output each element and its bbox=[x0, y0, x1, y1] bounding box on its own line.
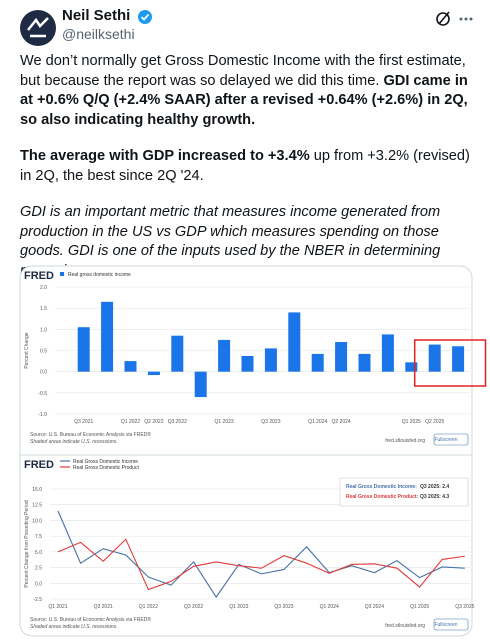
series-line bbox=[57, 538, 465, 591]
legend-swatch bbox=[60, 272, 64, 276]
x-tick-label: Q2 2024 bbox=[332, 419, 351, 425]
author-handle[interactable]: @neilksethi bbox=[62, 26, 135, 42]
bar bbox=[101, 301, 114, 372]
x-tick-label: Q3 2021 bbox=[74, 419, 93, 425]
bar bbox=[264, 348, 277, 372]
x-tick-label: Q2 2025 bbox=[425, 419, 444, 425]
y-tick-label: 1.0 bbox=[40, 327, 47, 333]
bar bbox=[218, 339, 231, 372]
y-tick-label: 10.0 bbox=[32, 518, 42, 524]
readout-value: Q3 2025: 2.4 bbox=[420, 484, 449, 490]
x-tick-label: Q3 2021 bbox=[94, 604, 113, 610]
logo: FRED bbox=[24, 459, 54, 471]
x-tick-label: Q3 2022 bbox=[168, 419, 187, 425]
source: Source: U.S. Bureau of Economic Analysis… bbox=[30, 431, 151, 438]
site: fred.stlouisfed.org bbox=[385, 623, 425, 629]
fullscreen-label[interactable]: Fullscreen bbox=[434, 437, 457, 443]
tweet-text: We don’t normally get Gross Domestic Inc… bbox=[20, 52, 472, 298]
y-tick-label: 0.0 bbox=[40, 370, 47, 376]
note: Shaded areas indicate U.S. recessions. bbox=[30, 624, 118, 630]
bar bbox=[77, 327, 90, 372]
x-tick-label: Q1 2022 bbox=[139, 604, 158, 610]
legend-label: Real Gross Domestic Income bbox=[73, 459, 138, 465]
y-axis-label: Percent Change bbox=[24, 332, 30, 368]
bar bbox=[288, 312, 301, 372]
author-name[interactable]: Neil Sethi bbox=[62, 7, 131, 24]
fullscreen-button[interactable] bbox=[433, 618, 469, 631]
y-axis-label: Percent Change from Preceding Period bbox=[24, 500, 30, 587]
x-tick-label: Q1 2024 bbox=[308, 419, 327, 425]
logo: FRED bbox=[24, 270, 54, 282]
readout-label: Real Gross Domestic Product: bbox=[346, 494, 419, 500]
legend-label: Real Gross Domestic Product bbox=[73, 465, 139, 471]
x-tick-label: Q1 2021 bbox=[48, 604, 67, 610]
bar bbox=[358, 353, 371, 372]
y-tick-label: 15.0 bbox=[32, 487, 42, 493]
media-frame bbox=[19, 265, 473, 637]
text-run: up from +3.2% (revised) in 2Q, the best … bbox=[20, 148, 470, 184]
x-tick-label: Q1 2022 bbox=[121, 419, 140, 425]
bar bbox=[335, 342, 348, 372]
x-tick-label: Q1 2023 bbox=[215, 419, 234, 425]
bar bbox=[171, 335, 184, 372]
readout-box bbox=[339, 477, 469, 507]
series-line bbox=[57, 510, 465, 599]
x-tick-label: Q1 2025 bbox=[402, 419, 421, 425]
bar bbox=[194, 371, 207, 398]
header-graphics bbox=[20, 10, 473, 46]
paragraph: We don’t normally get Gross Domestic Inc… bbox=[20, 52, 472, 130]
x-tick-label: Q3 2023 bbox=[274, 604, 293, 610]
bar bbox=[124, 361, 137, 372]
note: Shaded areas indicate U.S. recessions. bbox=[30, 439, 118, 445]
fullscreen-button[interactable] bbox=[433, 433, 469, 446]
y-tick-label: 1.5 bbox=[40, 306, 47, 312]
paragraph: The average with GDP increased to +3.4% … bbox=[20, 147, 472, 186]
text-run: We don’t normally get Gross Domestic Inc… bbox=[20, 53, 466, 89]
site: fred.stlouisfed.org bbox=[385, 438, 425, 444]
y-tick-label: -2.5 bbox=[33, 597, 42, 603]
y-tick-label: 7.5 bbox=[35, 534, 42, 540]
x-tick-label: Q1 2025 bbox=[410, 604, 429, 610]
x-tick-label: Q3 2023 bbox=[261, 419, 280, 425]
verified-badge bbox=[138, 10, 152, 24]
source: Source: U.S. Bureau of Economic Analysis… bbox=[30, 616, 151, 623]
x-tick-label: Q3 2024 bbox=[365, 604, 384, 610]
bar bbox=[452, 346, 465, 372]
bar bbox=[147, 371, 160, 376]
x-tick-label: Q1 2023 bbox=[229, 604, 248, 610]
bar bbox=[428, 344, 441, 372]
x-tick-label: Q3 2022 bbox=[184, 604, 203, 610]
bar bbox=[405, 362, 418, 372]
y-tick-label: -0.5 bbox=[38, 391, 47, 397]
fullscreen-label[interactable]: Fullscreen bbox=[434, 622, 457, 628]
readout-value: Q3 2025: 4.3 bbox=[420, 494, 449, 500]
y-tick-label: 2.5 bbox=[35, 566, 42, 572]
y-tick-label: 5.0 bbox=[35, 550, 42, 556]
readout-label: Real Gross Domestic Income: bbox=[346, 484, 417, 490]
y-tick-label: -1.0 bbox=[38, 412, 47, 418]
paragraph: GDI is an important metric that measures… bbox=[20, 203, 472, 281]
bar bbox=[381, 334, 394, 372]
y-tick-label: 0.5 bbox=[40, 349, 47, 355]
legend-label: Real gross domestic income bbox=[68, 272, 131, 278]
more-icon[interactable] bbox=[459, 17, 473, 21]
text-run: GDI came in at +0.6% Q/Q (+2.4% SAAR) af… bbox=[20, 72, 468, 128]
bar bbox=[241, 356, 254, 372]
x-tick-label: Q1 2024 bbox=[320, 604, 339, 610]
text-run: GDI is an important metric that measures… bbox=[20, 204, 441, 279]
x-tick-label: Q3 2025 bbox=[455, 604, 474, 610]
x-tick-label: Q2 2022 bbox=[144, 419, 163, 425]
grok-icon[interactable] bbox=[436, 11, 450, 26]
bar bbox=[311, 353, 324, 372]
y-tick-label: 2.0 bbox=[40, 285, 47, 291]
text-run: The average with GDP increased to +3.4% bbox=[20, 148, 310, 164]
y-tick-label: 0.0 bbox=[35, 581, 42, 587]
highlight-box bbox=[413, 339, 487, 387]
y-tick-label: 12.5 bbox=[32, 503, 42, 509]
